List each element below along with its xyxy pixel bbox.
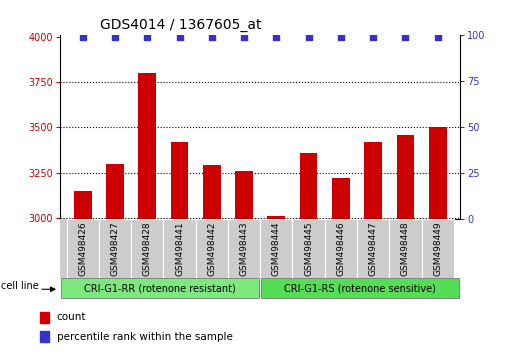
Text: GSM498445: GSM498445 [304,221,313,276]
Bar [139,73,156,354]
Text: GSM498441: GSM498441 [175,221,184,276]
FancyBboxPatch shape [262,278,459,298]
Bar [260,219,292,278]
Text: CRI-G1-RS (rotenone sensitive): CRI-G1-RS (rotenone sensitive) [285,283,436,293]
Bar [389,219,422,278]
Bar [163,219,196,278]
Text: cell line: cell line [1,281,39,291]
Bar [292,219,325,278]
Text: CRI-G1-RR (rotenone resistant): CRI-G1-RR (rotenone resistant) [84,283,236,293]
Text: GSM498428: GSM498428 [143,221,152,276]
Bar [228,219,260,278]
Text: count: count [57,312,86,322]
Bar [357,219,389,278]
Text: GSM498449: GSM498449 [433,221,442,276]
Bar [429,127,447,354]
Bar [131,219,163,278]
Text: percentile rank within the sample: percentile rank within the sample [57,332,233,342]
Bar [267,216,285,354]
Bar [196,219,228,278]
Bar [40,312,49,323]
FancyBboxPatch shape [61,278,259,298]
Text: GSM498427: GSM498427 [110,221,119,276]
Bar [40,331,49,342]
Text: GSM498447: GSM498447 [369,221,378,276]
Text: GSM498426: GSM498426 [78,221,87,276]
Bar [99,219,131,278]
Text: GSM498442: GSM498442 [207,221,217,276]
Bar [170,142,188,354]
Text: GSM498443: GSM498443 [240,221,248,276]
Text: GSM498444: GSM498444 [272,221,281,276]
Bar [203,165,221,354]
Text: GSM498448: GSM498448 [401,221,410,276]
Bar [300,153,317,354]
Bar [106,164,124,354]
Bar [332,178,350,354]
Bar [66,219,99,278]
Text: GDS4014 / 1367605_at: GDS4014 / 1367605_at [100,18,262,32]
Bar [235,171,253,354]
Text: GSM498446: GSM498446 [336,221,345,276]
Bar [422,219,454,278]
Bar [396,135,414,354]
Bar [74,190,92,354]
Bar [364,142,382,354]
Bar [325,219,357,278]
